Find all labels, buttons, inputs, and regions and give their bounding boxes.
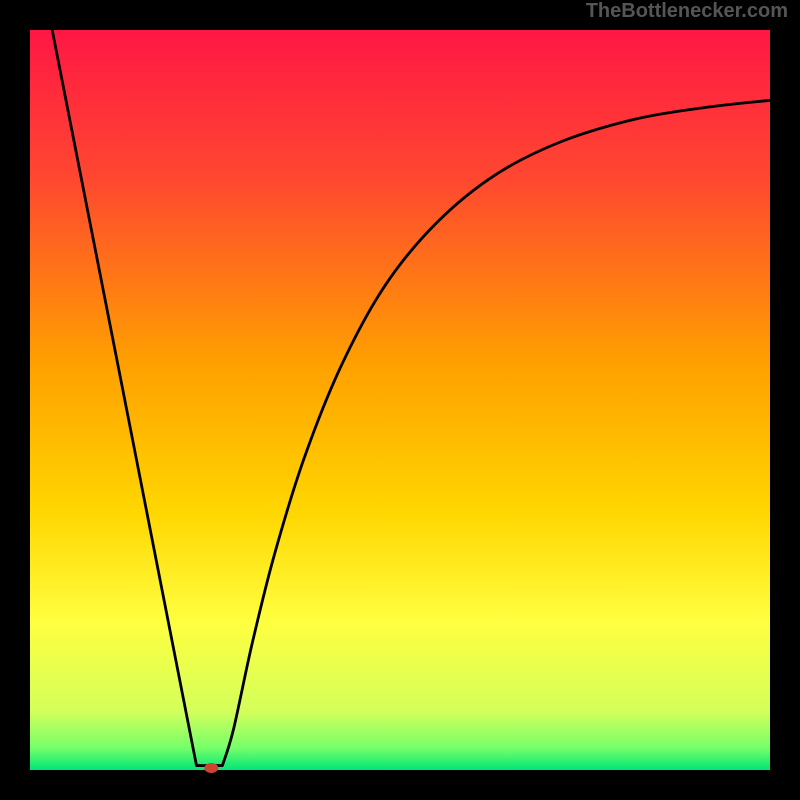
min-marker: [204, 763, 218, 773]
plot-background: [30, 30, 770, 770]
chart-svg: [0, 0, 800, 800]
chart-container: TheBottlenecker.com: [0, 0, 800, 800]
